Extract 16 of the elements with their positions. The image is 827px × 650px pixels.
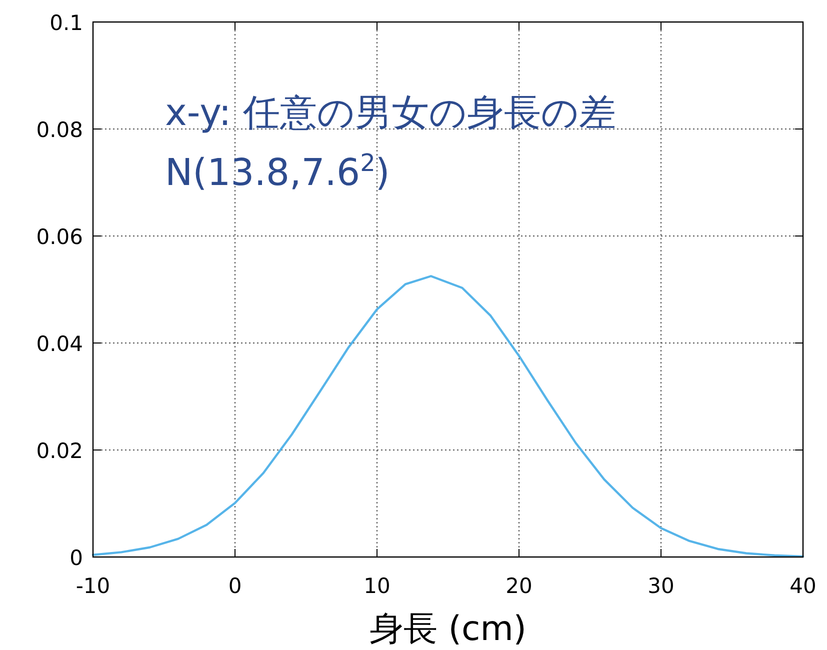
x-tick-label: 40 bbox=[790, 574, 816, 598]
x-tick-label: 10 bbox=[364, 574, 390, 598]
x-tick-label: 30 bbox=[648, 574, 674, 598]
x-axis-title: 身長 (cm) bbox=[369, 609, 527, 649]
y-tick-label: 0.02 bbox=[36, 439, 83, 463]
x-tick-label: 20 bbox=[506, 574, 532, 598]
line-series bbox=[92, 275, 804, 558]
y-tick-label: 0 bbox=[70, 546, 83, 570]
annotation: N(13.8,7.6$^{2}$) bbox=[165, 149, 390, 194]
y-tick-label: 0.1 bbox=[50, 11, 83, 35]
x-tick-label: -10 bbox=[76, 574, 110, 598]
x-tick-label: 0 bbox=[228, 574, 242, 598]
annotation: x-y: 任意の男女の身長の差 bbox=[165, 91, 616, 134]
y-tick-label: 0.04 bbox=[36, 332, 83, 356]
y-tick-label: 0.08 bbox=[36, 118, 83, 142]
y-tick-label: 0.06 bbox=[36, 225, 83, 249]
